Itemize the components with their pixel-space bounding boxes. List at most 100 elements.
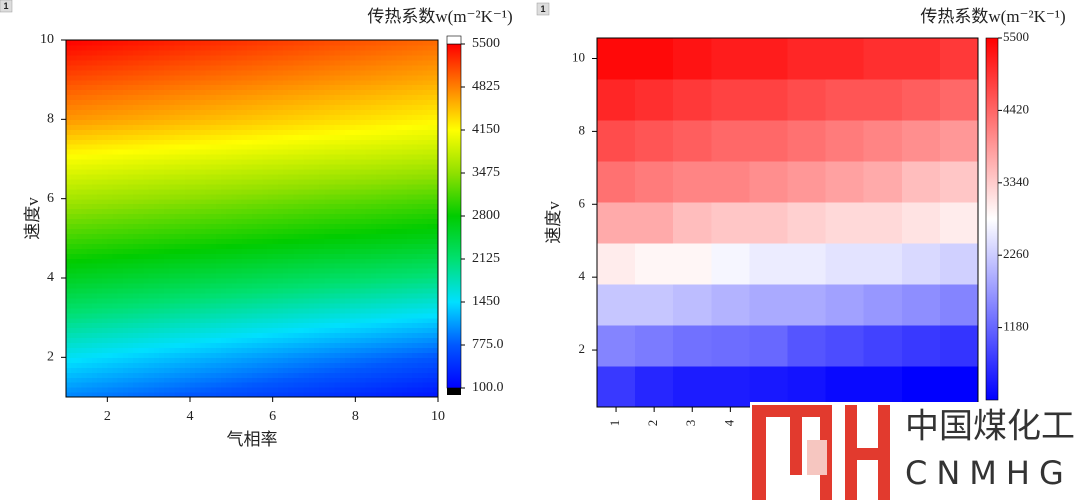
contour-cell	[396, 218, 403, 225]
contour-cell	[401, 332, 408, 339]
contour-cell	[288, 99, 294, 106]
contour-cell	[345, 332, 351, 339]
contour-cell	[262, 282, 269, 289]
contour-cell	[334, 104, 341, 111]
contour-cell	[143, 188, 150, 195]
contour-cell	[391, 253, 398, 259]
contour-cell	[262, 119, 269, 125]
contour-cell	[81, 258, 88, 264]
contour-cell	[210, 377, 217, 383]
contour-cell	[231, 154, 238, 160]
contour-cell	[257, 74, 263, 81]
contour-cell	[257, 129, 263, 135]
contour-cell	[190, 287, 196, 294]
contour-cell	[329, 268, 336, 274]
contour-cell	[91, 337, 98, 344]
contour-cell	[133, 168, 139, 175]
contour-cell	[159, 342, 165, 349]
contour-cell	[376, 387, 382, 393]
contour-cell	[432, 248, 438, 254]
contour-cell	[283, 218, 289, 225]
contour-cell	[417, 253, 424, 259]
contour-cell	[350, 168, 356, 175]
contour-cell	[432, 94, 438, 101]
contour-cell	[396, 282, 403, 289]
contour-cell	[267, 347, 274, 353]
contour-cell	[226, 332, 232, 339]
contour-cell	[122, 253, 129, 259]
contour-cell	[117, 218, 124, 225]
contour-cell	[153, 74, 160, 81]
contour-cell	[205, 163, 212, 170]
contour-cell	[107, 188, 114, 195]
contour-cell	[153, 218, 160, 225]
contour-cell	[195, 352, 201, 358]
contour-cell	[138, 327, 145, 334]
contour-cell	[257, 40, 263, 46]
contour-cell	[257, 203, 263, 210]
contour-cell	[386, 213, 393, 220]
contour-cell	[200, 208, 207, 215]
contour-cell	[407, 233, 413, 239]
contour-cell	[71, 327, 77, 334]
contour-cell	[143, 258, 150, 264]
contour-cell	[345, 273, 351, 279]
contour-cell	[272, 312, 279, 319]
contour-cell	[401, 99, 408, 106]
contour-cell	[293, 218, 300, 225]
contour-cell	[231, 223, 238, 230]
contour-cell	[174, 367, 181, 373]
contour-cell	[184, 297, 191, 304]
contour-cell	[252, 357, 258, 363]
contour-cell	[138, 337, 145, 344]
contour-cell	[179, 109, 186, 115]
contour-cell	[210, 248, 217, 254]
contour-cell	[200, 129, 207, 135]
contour-cell	[319, 387, 325, 393]
contour-cell	[401, 263, 408, 269]
contour-cell	[215, 297, 222, 304]
contour-cell	[66, 392, 72, 397]
contour-cell	[396, 114, 403, 120]
contour-cell	[91, 282, 98, 289]
contour-cell	[122, 273, 129, 279]
contour-cell	[107, 248, 114, 254]
contour-cell	[148, 352, 155, 358]
contour-cell	[179, 159, 186, 165]
contour-cell	[412, 159, 418, 165]
contour-cell	[81, 263, 88, 269]
contour-cell	[345, 84, 351, 91]
contour-cell	[355, 178, 362, 185]
contour-cell	[76, 40, 83, 46]
contour-cell	[298, 268, 305, 274]
contour-cell	[319, 263, 325, 269]
contour-cell	[370, 198, 377, 205]
contour-cell	[236, 287, 243, 294]
contour-cell	[350, 347, 356, 353]
contour-cell	[66, 139, 72, 145]
contour-cell	[324, 99, 331, 106]
contour-cell	[71, 248, 77, 254]
contour-cell	[329, 178, 336, 185]
contour-cell	[283, 253, 289, 259]
contour-cell	[174, 347, 181, 353]
contour-cell	[314, 119, 320, 125]
contour-cell	[195, 139, 201, 145]
contour-cell	[81, 134, 88, 140]
colorbar-tick-label: 1450	[472, 294, 500, 309]
contour-cell	[184, 178, 191, 185]
contour-cell	[174, 59, 181, 66]
contour-cell	[66, 49, 72, 56]
contour-cell	[107, 74, 114, 81]
contour-cell	[376, 154, 382, 160]
contour-cell	[355, 347, 362, 353]
contour-cell	[272, 129, 279, 135]
contour-cell	[401, 287, 408, 294]
contour-cell	[102, 362, 108, 368]
contour-cell	[81, 337, 88, 344]
contour-cell	[401, 292, 408, 299]
contour-cell	[159, 362, 165, 368]
contour-cell	[231, 124, 238, 130]
contour-cell	[257, 79, 263, 86]
contour-cell	[314, 193, 320, 200]
